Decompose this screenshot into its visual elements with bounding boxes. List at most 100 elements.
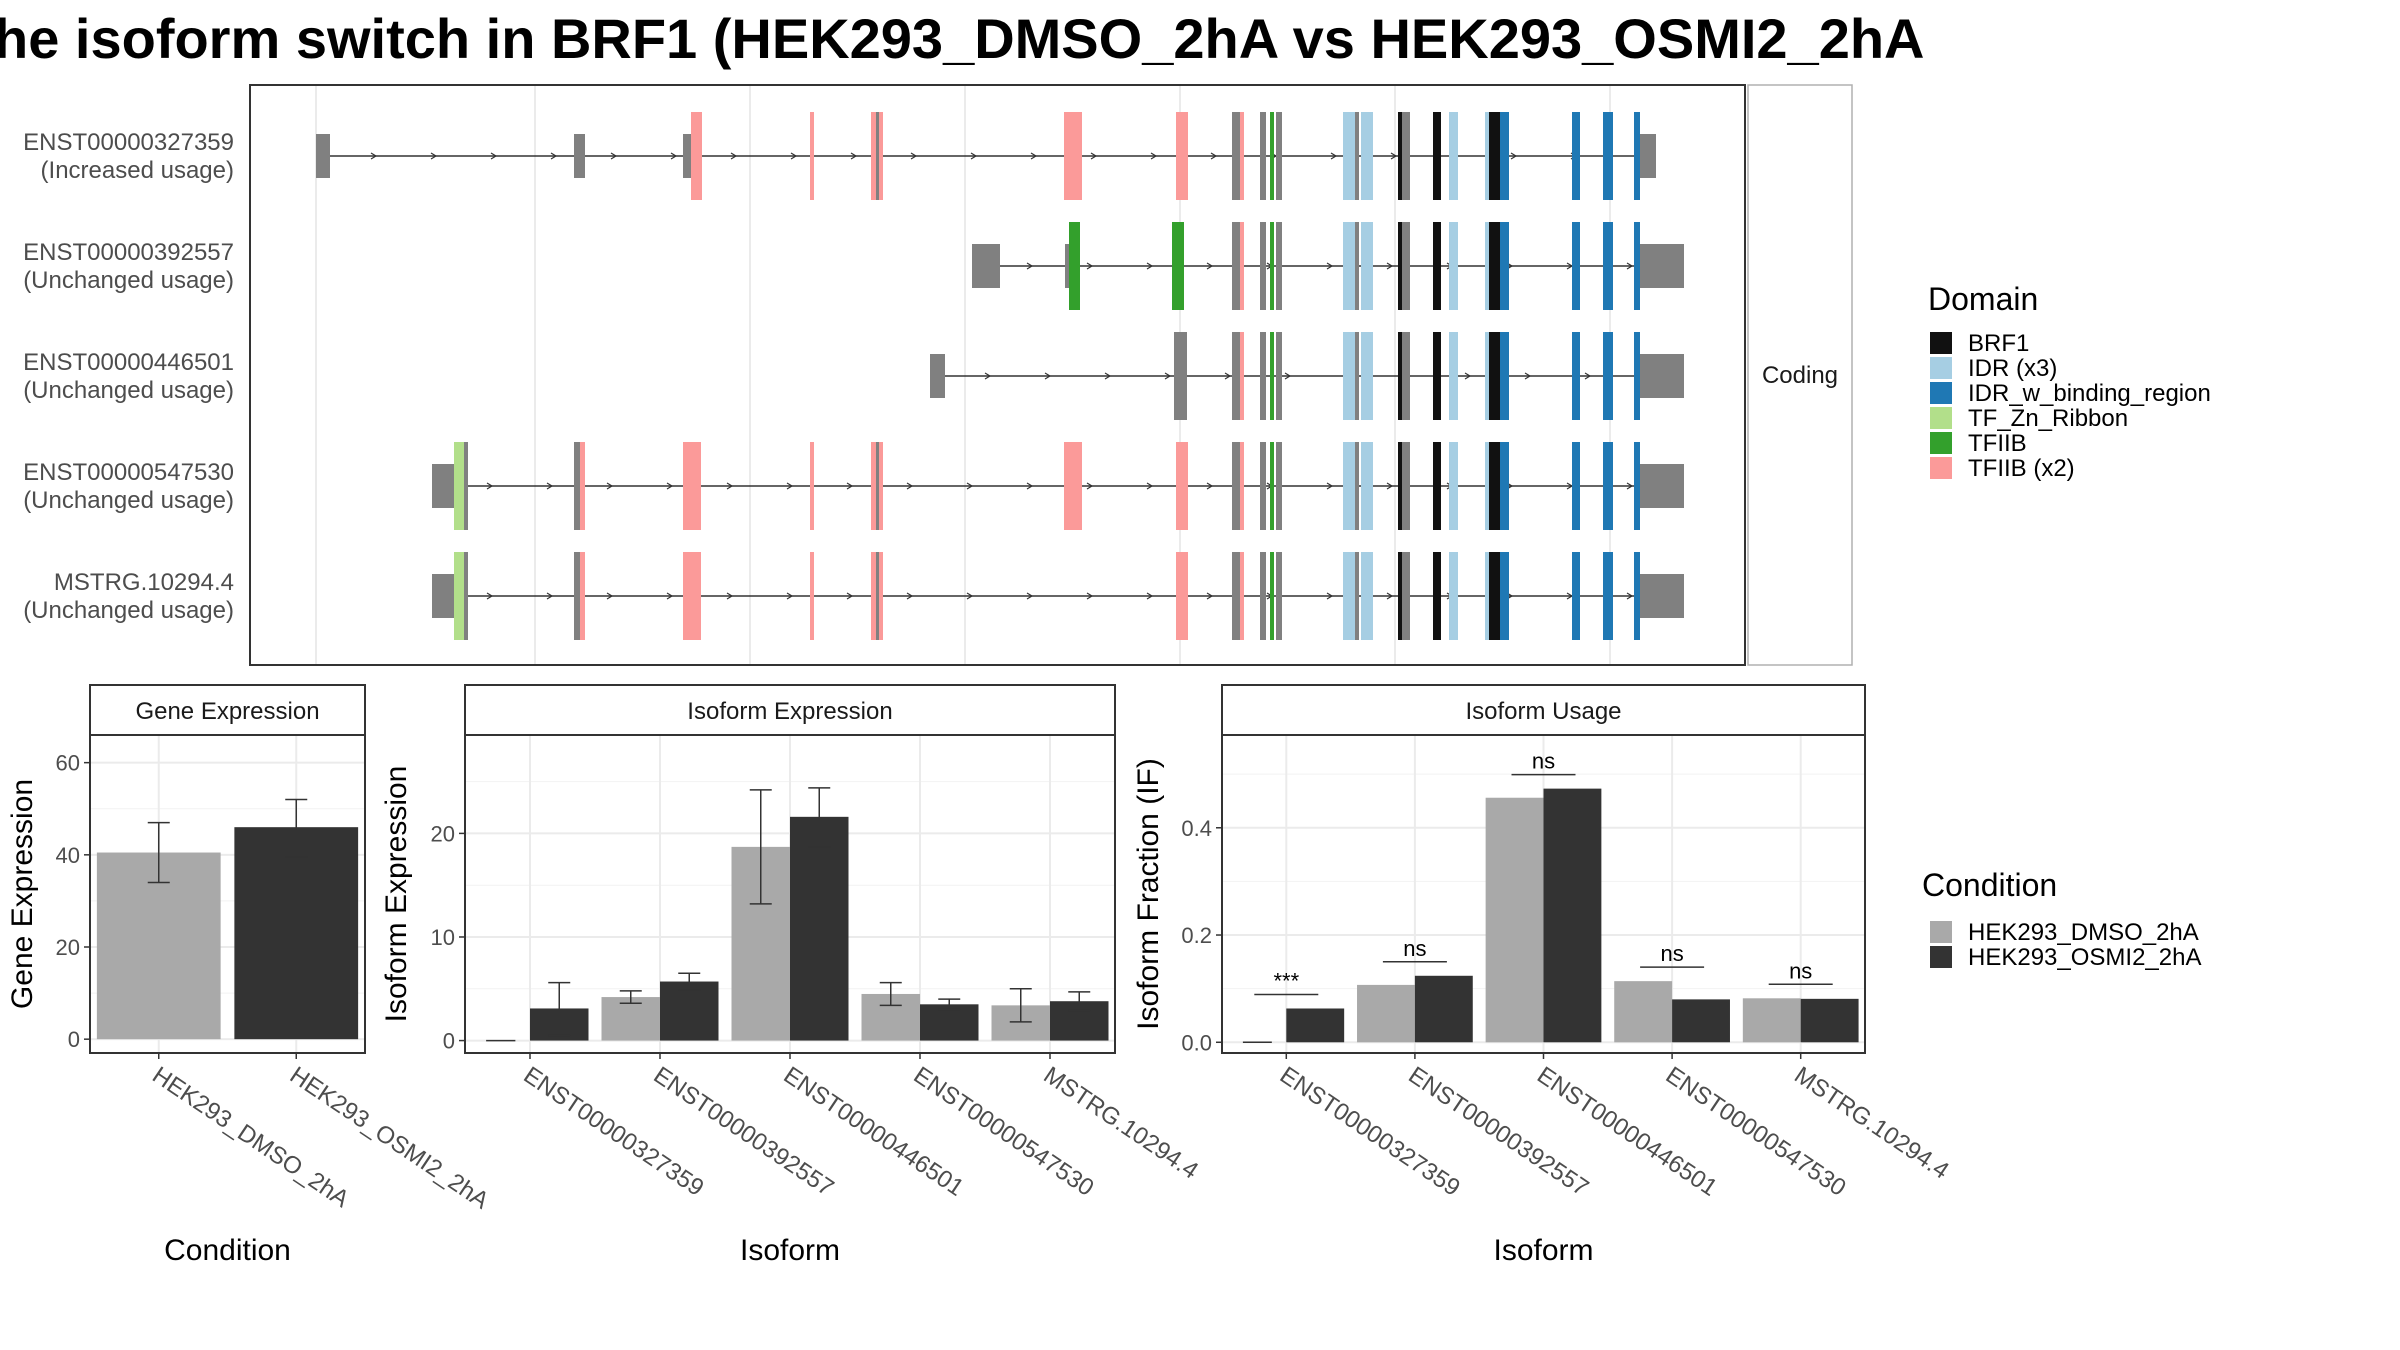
exon-block [1355, 222, 1359, 310]
bar [790, 816, 849, 1041]
transcript-usage-label: (Unchanged usage) [23, 377, 234, 404]
direction-arrow [1224, 372, 1232, 380]
exon-block [1500, 222, 1509, 310]
direction-arrow [1386, 482, 1394, 490]
exon-block [972, 244, 1000, 288]
exon-block [1260, 442, 1266, 530]
exon-block [1433, 112, 1441, 200]
direction-arrow [486, 482, 494, 490]
exon-block [1240, 442, 1244, 530]
bar [1414, 975, 1473, 1043]
y-tick-label: 0 [443, 1029, 455, 1054]
exon-block [1500, 112, 1509, 200]
exon-block [1276, 332, 1282, 420]
exon-block [1572, 112, 1580, 200]
condition-legend-title: Condition [1922, 867, 2057, 903]
direction-arrow [1210, 152, 1218, 160]
transcript-tracks [316, 112, 1684, 640]
y-axis-title: Isoform Expression [380, 766, 413, 1023]
direction-arrow [370, 152, 378, 160]
exon-block [1603, 552, 1613, 640]
transcript-usage-label: (Unchanged usage) [23, 597, 234, 624]
direction-arrow [1390, 152, 1398, 160]
exon-block [810, 112, 814, 200]
panel-title: Isoform Usage [1465, 698, 1621, 725]
exon-block [1640, 354, 1684, 398]
exon-block [1064, 442, 1082, 530]
bar [1672, 999, 1730, 1043]
bar [1286, 1008, 1345, 1043]
direction-arrow [666, 482, 674, 490]
direction-arrow [1030, 152, 1038, 160]
direction-arrow [1146, 482, 1154, 490]
bar [1357, 984, 1415, 1043]
exon-block [683, 134, 691, 178]
direction-arrow [486, 592, 494, 600]
exon-block [1433, 552, 1441, 640]
domain-legend-swatch [1930, 407, 1952, 429]
exon-block [1172, 222, 1184, 310]
exon-block [1260, 112, 1266, 200]
exon-block [1270, 222, 1274, 310]
exon-block [1260, 222, 1266, 310]
y-tick-label: 0 [68, 1027, 80, 1052]
direction-arrow [1164, 372, 1172, 380]
direction-arrow [984, 372, 992, 380]
exon-block [1399, 552, 1410, 640]
exon-block [1260, 332, 1266, 420]
direction-arrow [906, 482, 914, 490]
exon-block [454, 552, 466, 640]
exon-block [1485, 442, 1489, 530]
exon-block [1603, 332, 1613, 420]
domain-legend-swatch [1930, 357, 1952, 379]
exon-block [1485, 552, 1489, 640]
exon-block [432, 574, 454, 618]
exon-block [1638, 134, 1656, 178]
direction-arrow [1026, 592, 1034, 600]
exon-block [1634, 332, 1640, 420]
domain-legend-label: TFIIB [1968, 430, 2027, 457]
direction-arrow [850, 152, 858, 160]
direction-arrow [786, 592, 794, 600]
exon-block [1276, 112, 1282, 200]
exon-block [1572, 552, 1580, 640]
direction-arrow [430, 152, 438, 160]
direction-arrow [1104, 372, 1112, 380]
bar [234, 827, 359, 1040]
exon-block [1174, 332, 1178, 420]
exon-block [1270, 442, 1274, 530]
exon-block [316, 134, 330, 178]
exon-block [1489, 442, 1500, 530]
exon-block [691, 112, 702, 200]
domain-legend-label: BRF1 [1968, 330, 2029, 357]
direction-arrow [546, 592, 554, 600]
panel-strip [1221, 684, 1866, 736]
panel-title: Gene Expression [135, 698, 319, 725]
exon-block [683, 552, 701, 640]
exon-block [876, 112, 879, 200]
exon-block [1232, 112, 1242, 200]
direction-arrow [1206, 592, 1214, 600]
condition-legend-swatch [1930, 946, 1952, 968]
exon-block [1500, 442, 1509, 530]
bar [920, 1004, 979, 1041]
exon-block [1449, 552, 1458, 640]
exon-block [1064, 112, 1082, 200]
y-tick-label: 0.2 [1181, 923, 1212, 948]
direction-arrow [606, 592, 614, 600]
exon-block [1433, 332, 1441, 420]
domain-legend-label: TF_Zn_Ribbon [1968, 405, 2128, 432]
bar [601, 997, 660, 1041]
exon-block [1634, 442, 1640, 530]
exon-block [1500, 552, 1509, 640]
exon-block [1276, 222, 1282, 310]
exon-block [1634, 222, 1640, 310]
exon-block [1489, 222, 1500, 310]
exon-block [1399, 222, 1410, 310]
exon-block [1361, 112, 1373, 200]
significance-label: ns [1660, 941, 1683, 966]
direction-arrow [966, 482, 974, 490]
